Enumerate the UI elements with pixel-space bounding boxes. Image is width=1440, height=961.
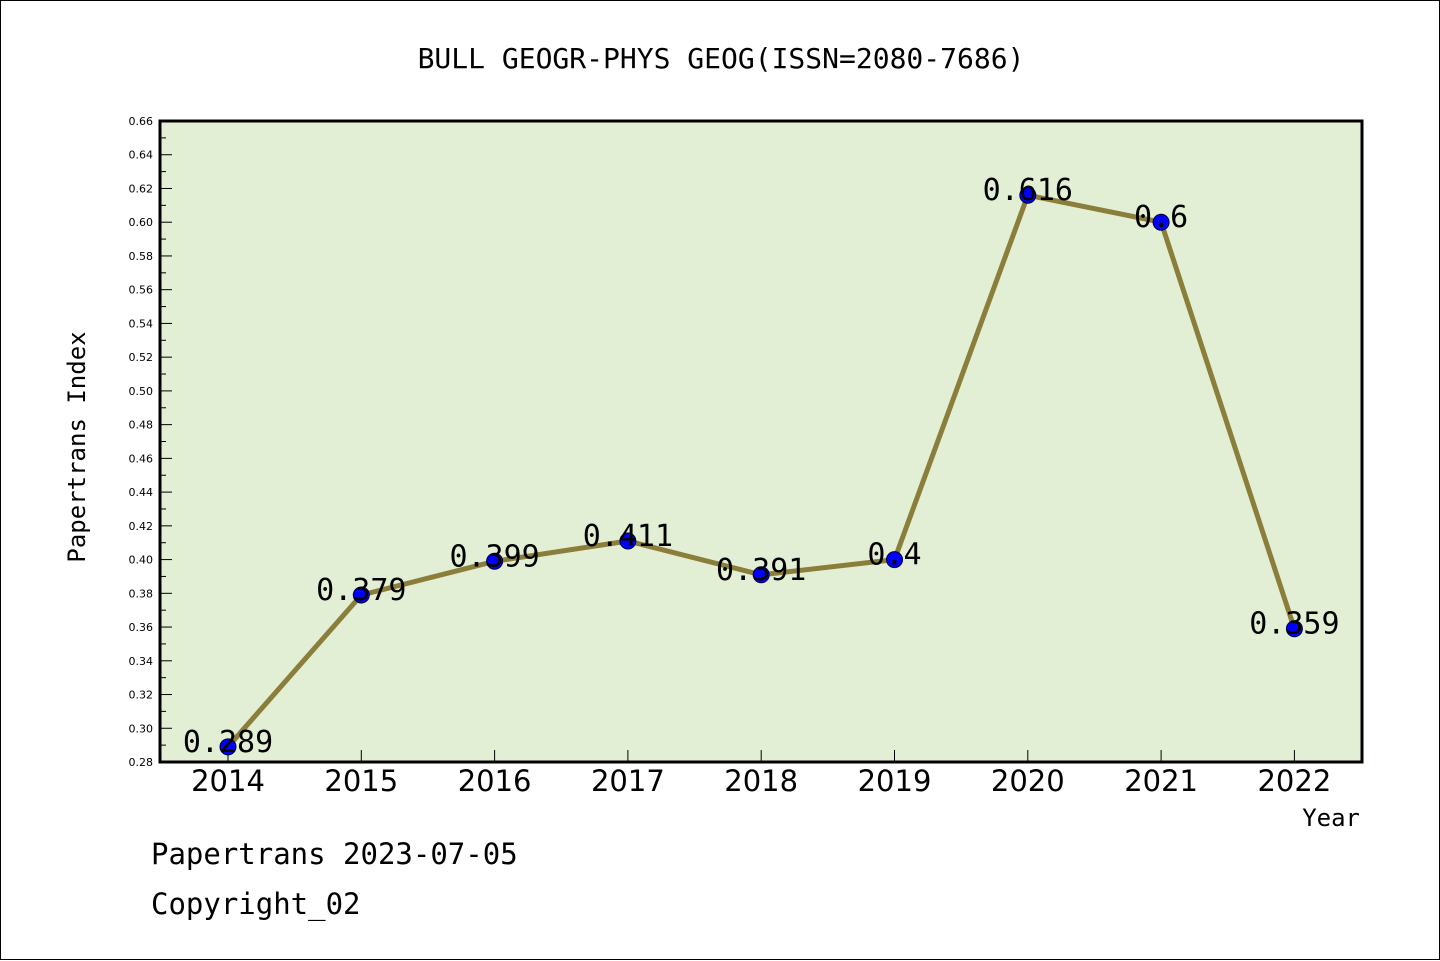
data-labels: 0.289 0.379 0.399 0.411 0.391 0.4 0.616 0.6 0.35… [183,173,1340,760]
plot-frame [158,119,1364,764]
x-tick-label: 2020 [991,764,1065,798]
y-tick-label: 0.42 [129,520,154,533]
data-label: 0.411 [583,519,673,554]
y-tick-label: 0.52 [129,351,154,364]
data-label: 0.616 [983,173,1073,208]
y-tick-label: 0.46 [129,452,154,465]
x-tick-label: 2021 [1124,764,1198,798]
x-tick-label: 2019 [858,764,932,798]
y-tick-label: 0.58 [129,250,154,263]
x-tick-label: 2014 [191,764,265,798]
data-label: 0.289 [183,725,273,760]
x-axis: 2014 2015 2016 2017 2018 2019 2020 2021 2022 [191,750,1331,798]
series-layer [219,186,1303,756]
data-label: 0.4 [867,538,921,573]
y-tick-label: 0.60 [129,216,154,229]
data-point [752,566,770,584]
y-tick-label: 0.64 [129,149,154,162]
data-point [1285,620,1303,638]
y-tick-label: 0.50 [129,385,154,398]
data-point [1019,186,1037,204]
y-tick-label: 0.36 [129,621,154,634]
data-label: 0.6 [1134,200,1188,235]
data-label: 0.399 [449,539,539,574]
data-label: 0.359 [1249,607,1339,642]
y-tick-label: 0.48 [129,419,154,432]
x-tick-label: 2017 [591,764,665,798]
footer-date: Papertrans 2023-07-05 [151,837,518,871]
y-tick-label: 0.30 [129,722,154,735]
data-point [219,738,237,756]
data-point [352,586,370,604]
y-tick-label: 0.28 [129,756,154,769]
data-label: 0.391 [716,553,806,588]
x-axis-title: Year [1302,804,1360,832]
data-point [619,532,637,550]
data-point [886,551,903,569]
y-tick-label: 0.66 [129,115,154,128]
y-tick-label: 0.62 [129,182,154,195]
x-tick-label: 2016 [458,764,532,798]
y-axis-title: Papertrans Index [63,331,91,562]
x-tick-label: 2018 [724,764,798,798]
x-tick-label: 2015 [324,764,398,798]
y-tick-label: 0.32 [129,689,154,702]
y-tick-label: 0.34 [129,655,154,668]
y-tick-label: 0.38 [129,587,154,600]
footer-copyright: Copyright_02 [151,887,361,921]
data-label: 0.379 [316,573,406,608]
data-point [1152,213,1170,231]
chart-title: BULL GEOGR-PHYS GEOG(ISSN=2080-7686) [418,42,1025,75]
data-point [486,552,504,570]
y-tick-label: 0.54 [129,317,154,330]
y-tick-label: 0.56 [129,284,154,297]
y-tick-label: 0.44 [129,486,154,499]
y-axis: 0.28 0.30 0.32 0.34 0.36 0.38 0.40 0.42 0.44 0.46… [129,115,172,769]
x-tick-label: 2022 [1257,764,1331,798]
y-tick-label: 0.40 [129,554,154,567]
